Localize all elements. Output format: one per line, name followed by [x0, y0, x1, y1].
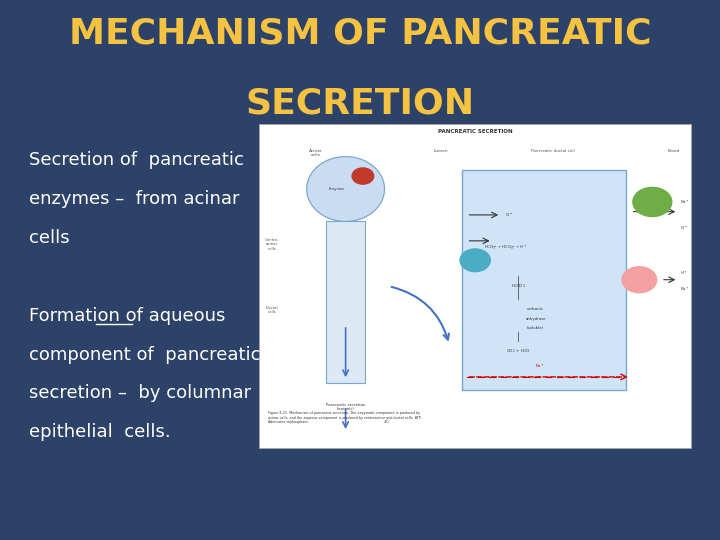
- Text: SECRETION: SECRETION: [246, 86, 474, 120]
- Text: ATP: ATP: [648, 200, 657, 204]
- Circle shape: [633, 187, 672, 217]
- Text: anhydrase: anhydrase: [526, 316, 546, 321]
- Text: HCO$_3^-$ + HCO$_3^-$ + H$^+$: HCO$_3^-$ + HCO$_3^-$ + H$^+$: [484, 243, 527, 252]
- Circle shape: [352, 168, 374, 184]
- Text: cells: cells: [29, 229, 69, 247]
- Text: MECHANISM OF PANCREATIC: MECHANISM OF PANCREATIC: [68, 16, 652, 50]
- Text: Pancreatic secretion
(isoionic): Pancreatic secretion (isoionic): [326, 403, 365, 411]
- Text: Acinar
cells: Acinar cells: [309, 148, 322, 157]
- Text: carbonic: carbonic: [527, 307, 544, 311]
- Text: Cl$^-$: Cl$^-$: [680, 225, 689, 231]
- Text: component of  pancreatic: component of pancreatic: [29, 346, 261, 363]
- Text: (soluble): (soluble): [527, 326, 544, 330]
- FancyBboxPatch shape: [259, 124, 691, 448]
- FancyBboxPatch shape: [462, 170, 626, 390]
- Text: CO$_2$ + H$_2$O: CO$_2$ + H$_2$O: [506, 347, 531, 355]
- Text: Centro-
acinar
cells: Centro- acinar cells: [265, 238, 279, 251]
- Text: Enzymes: Enzymes: [329, 187, 345, 191]
- Text: Pancreatic ductal cell: Pancreatic ductal cell: [531, 148, 575, 152]
- Text: Blood: Blood: [667, 148, 680, 152]
- FancyBboxPatch shape: [326, 221, 365, 383]
- Text: H$_2$CO$_3$: H$_2$CO$_3$: [511, 282, 526, 290]
- Circle shape: [622, 267, 657, 293]
- Text: Figure 8-21  Mechanism of pancreatic secretion. The enzymatic component is produ: Figure 8-21 Mechanism of pancreatic secr…: [268, 411, 422, 424]
- Text: Formation of aqueous: Formation of aqueous: [29, 307, 225, 325]
- Text: PANCREATIC SECRETION: PANCREATIC SECRETION: [438, 129, 513, 134]
- Text: secretion –  by columnar: secretion – by columnar: [29, 384, 251, 402]
- Text: Cl$^-$: Cl$^-$: [505, 212, 514, 218]
- Text: Na$^+$: Na$^+$: [680, 198, 690, 206]
- Text: Lumen: Lumen: [433, 148, 448, 152]
- Text: epithelial  cells.: epithelial cells.: [29, 423, 171, 441]
- Text: H$^+$: H$^+$: [680, 269, 688, 277]
- Text: Na$^+$: Na$^+$: [680, 286, 690, 293]
- Text: enzymes –  from acinar: enzymes – from acinar: [29, 190, 239, 208]
- Text: Ductal
cells: Ductal cells: [266, 306, 279, 314]
- Text: Na$^+$: Na$^+$: [535, 363, 545, 370]
- Text: Secretion of  pancreatic: Secretion of pancreatic: [29, 151, 243, 169]
- Polygon shape: [307, 157, 384, 221]
- Circle shape: [460, 249, 490, 272]
